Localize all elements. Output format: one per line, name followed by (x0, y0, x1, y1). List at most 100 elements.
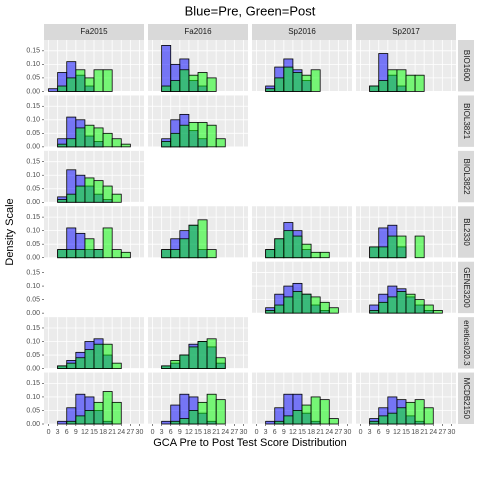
x-tick-label: 3 (56, 429, 60, 436)
post-bar (66, 362, 77, 369)
post-bar (161, 365, 172, 369)
row-strip (458, 372, 474, 424)
y-tick-label: 0.10 (26, 227, 40, 234)
column-strip (148, 24, 248, 40)
x-tick-label: 12 (81, 429, 89, 436)
post-bar (57, 199, 68, 203)
post-bar (283, 415, 294, 425)
post-bar (292, 410, 303, 425)
post-bar (387, 69, 398, 92)
post-bar (75, 185, 86, 203)
post-bar (179, 418, 190, 425)
post-bar (369, 85, 380, 92)
y-tick-label: 0.15 (26, 103, 40, 110)
post-bar (274, 77, 285, 92)
post-bar (265, 88, 276, 92)
post-bar (387, 235, 398, 259)
post-bar (378, 246, 389, 259)
x-tick-label: 30 (344, 429, 352, 436)
y-tick-label: 0.05 (26, 241, 40, 248)
row-strip (458, 261, 474, 314)
x-tick-label: 24 (221, 429, 229, 436)
pre-bar (48, 88, 59, 92)
x-tick-label: 0 (255, 429, 259, 436)
post-bar (75, 357, 86, 369)
column-strip-label: Sp2016 (288, 27, 316, 36)
post-bar (301, 243, 312, 259)
post-bar (405, 74, 416, 92)
post-bar (57, 249, 68, 259)
post-bar (301, 404, 312, 425)
post-bar (111, 362, 122, 369)
pre-bar (57, 420, 68, 425)
x-tick-label: 9 (282, 429, 286, 436)
post-bar (84, 124, 95, 148)
post-bar (414, 235, 425, 259)
row-strip-label: BIOL3821 (462, 103, 471, 140)
post-bar (197, 219, 208, 259)
post-bar (283, 230, 294, 259)
post-bar (188, 346, 199, 369)
post-bar (188, 410, 199, 425)
pre-bar (161, 420, 172, 425)
post-bar (179, 354, 190, 369)
y-tick-label: 0.10 (26, 394, 40, 401)
x-tick-label: 27 (334, 429, 342, 436)
post-bar (188, 74, 199, 92)
x-tick-label: 27 (438, 429, 446, 436)
x-tick-label: 15 (298, 429, 306, 436)
y-tick-label: 0.15 (26, 269, 40, 276)
post-bar (66, 249, 77, 259)
y-tick-label: 0.00 (26, 421, 40, 428)
x-tick-label: 24 (117, 429, 125, 436)
post-bar (206, 249, 217, 259)
post-bar (405, 293, 416, 314)
row-strip-label: BIOL3822 (462, 159, 471, 196)
post-bar (292, 72, 303, 92)
row-strip-label: BL2330 (462, 218, 471, 246)
y-tick-label: 0.15 (26, 325, 40, 332)
y-tick-label: 0.00 (26, 365, 40, 372)
post-bar (310, 69, 321, 92)
post-bar (84, 349, 95, 369)
post-bar (378, 80, 389, 92)
post-bar (396, 407, 407, 425)
x-tick-label: 18 (307, 429, 315, 436)
x-tick-label: 0 (151, 429, 155, 436)
y-tick-label: 0.05 (26, 130, 40, 137)
post-bar (188, 224, 199, 259)
post-bar (161, 249, 172, 259)
post-bar (414, 399, 425, 425)
post-bar (84, 177, 95, 203)
post-bar (120, 251, 131, 259)
row-strip-label: MCDB2150 (462, 378, 471, 420)
x-tick-label: 30 (240, 429, 248, 436)
post-bar (66, 193, 77, 203)
post-bar (84, 238, 95, 259)
post-bar (283, 296, 294, 314)
post-bar (93, 343, 104, 369)
post-bar (283, 66, 294, 92)
post-bar (170, 420, 181, 425)
post-bar (319, 301, 330, 314)
row-strip (458, 206, 474, 258)
post-bar (93, 180, 104, 203)
x-tick-label: 12 (393, 429, 401, 436)
post-bar (378, 415, 389, 425)
post-bar (93, 69, 104, 92)
row-strip-label: BIO1600 (462, 50, 471, 82)
post-bar (432, 310, 443, 314)
post-bar (310, 296, 321, 314)
post-bar (66, 77, 77, 92)
post-bar (414, 74, 425, 92)
post-bar (423, 407, 434, 425)
post-bar (179, 69, 190, 92)
column-strip-label: Fa2016 (184, 27, 212, 36)
x-tick-label: 3 (160, 429, 164, 436)
x-tick-label: 3 (264, 429, 268, 436)
column-strip (252, 24, 352, 40)
chart-title: Blue=Pre, Green=Post (185, 3, 316, 18)
column-strip-label: Sp2017 (392, 27, 420, 36)
post-bar (328, 307, 339, 314)
x-tick-label: 3 (368, 429, 372, 436)
